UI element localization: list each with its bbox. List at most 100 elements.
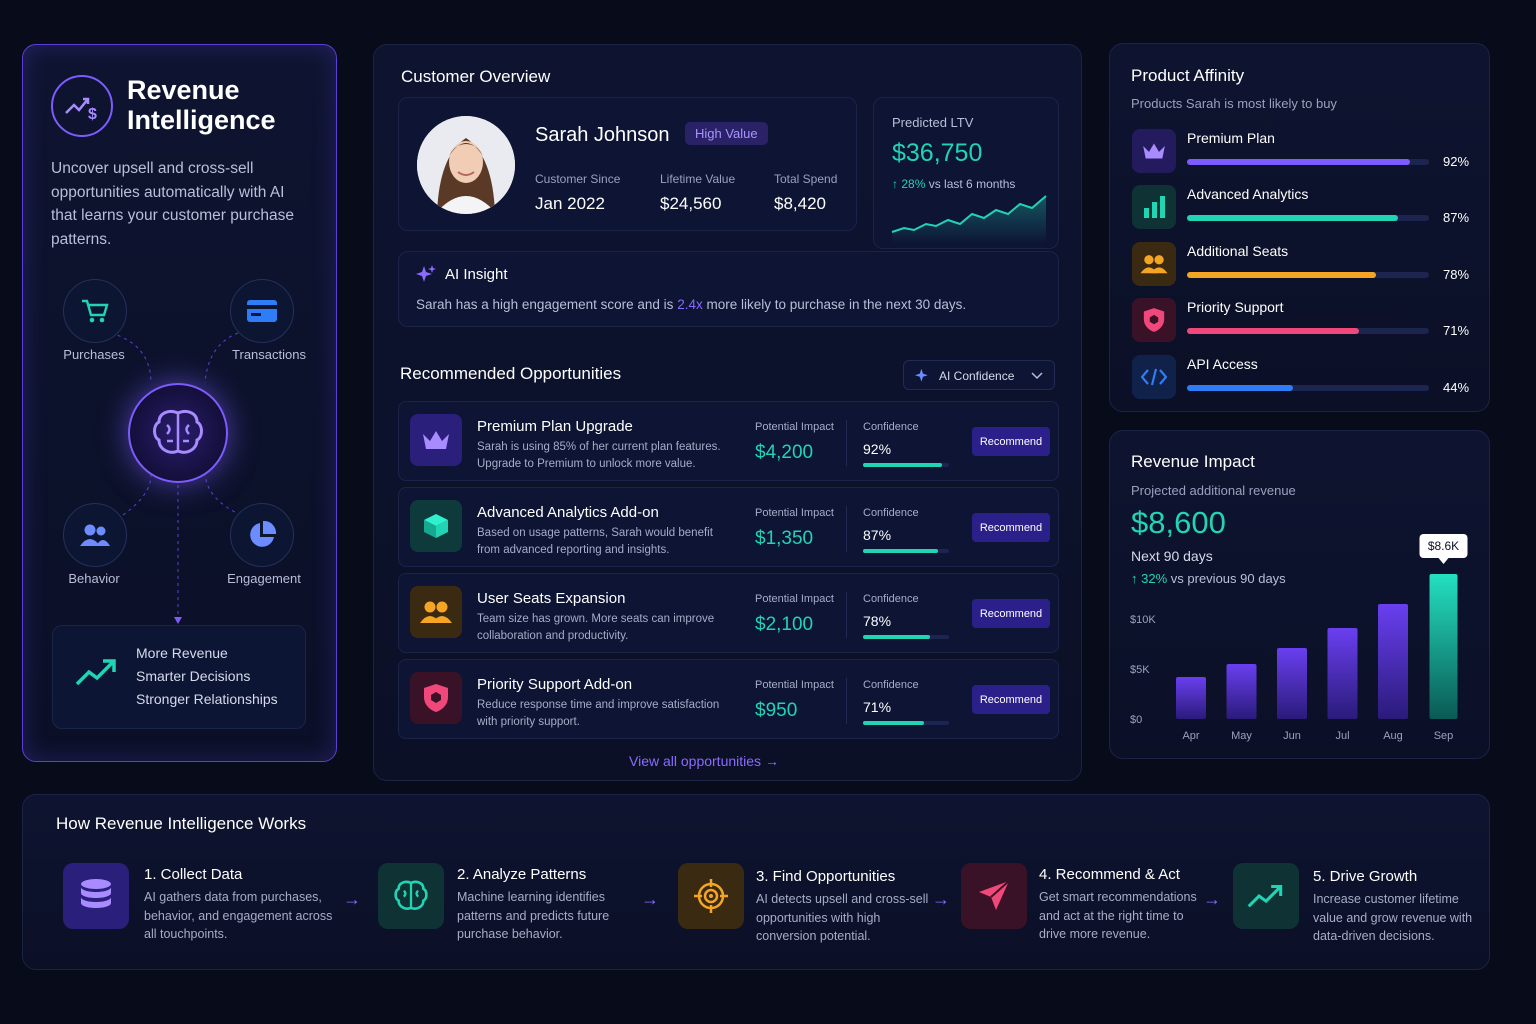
divider — [846, 420, 847, 466]
divider — [846, 678, 847, 724]
outcome-smarter-decisions: Smarter Decisions — [136, 668, 251, 684]
x-tick-label: Apr — [1182, 730, 1199, 742]
node-label-engagement: Engagement — [227, 571, 301, 586]
step-desc: Increase customer lifetime value and gro… — [1313, 892, 1473, 943]
step-title: 2. Analyze Patterns — [457, 866, 587, 883]
step-title: 4. Recommend & Act — [1039, 866, 1180, 883]
bar-jul[interactable] — [1327, 628, 1358, 719]
x-tick-label: Sep — [1434, 730, 1454, 742]
affinity-item: Additional Seats 78% — [1132, 242, 1472, 288]
confidence-label: Confidence — [863, 679, 919, 691]
node-label-purchases: Purchases — [63, 347, 125, 362]
users-icon — [1132, 242, 1176, 286]
predicted-ltv-card: Predicted LTV $36,750 ↑ 28% vs last 6 mo… — [873, 97, 1059, 249]
customer-overview-title: Customer Overview — [401, 67, 551, 86]
affinity-item: Premium Plan 92% — [1132, 129, 1472, 175]
dropdown-label: AI Confidence — [939, 369, 1015, 383]
tooltip-box — [1419, 534, 1468, 558]
svg-text:$: $ — [88, 106, 97, 121]
crown-icon — [410, 414, 462, 466]
shield-icon — [410, 672, 462, 724]
opportunities-title: Recommended Opportunities — [400, 364, 622, 383]
customer-name: Sarah Johnson — [535, 124, 670, 146]
opportunity-row: Priority Support Add-on Reduce response … — [398, 659, 1059, 739]
revenue-value: $8,600 — [1131, 505, 1226, 540]
x-tick-label: May — [1231, 730, 1252, 742]
affinity-name: API Access — [1187, 356, 1258, 372]
tooltip-label: $8.6K — [1428, 539, 1459, 553]
bar-sep[interactable] — [1429, 574, 1458, 719]
opportunity-row: Premium Plan Upgrade Sarah is using 85% … — [398, 401, 1059, 481]
affinity-track — [1187, 272, 1429, 278]
recommend-button[interactable]: Recommend — [972, 513, 1050, 542]
ai-confidence-dropdown[interactable]: AI Confidence — [903, 360, 1055, 390]
arrow-right-icon: → — [764, 753, 779, 769]
affinity-item: API Access 44% — [1132, 355, 1472, 401]
send-icon — [961, 863, 1027, 929]
product-affinity-panel: Product Affinity Products Sarah is most … — [1109, 43, 1490, 412]
divider — [846, 592, 847, 638]
step-desc: AI gathers data from purchases, behavior… — [144, 890, 333, 941]
ltv-label: Predicted LTV — [892, 115, 974, 130]
impact-value: $2,100 — [755, 614, 814, 635]
recommend-button[interactable]: Recommend — [972, 685, 1050, 714]
confidence-track — [863, 549, 949, 553]
cube-icon — [410, 500, 462, 552]
affinity-track — [1187, 385, 1429, 391]
cart-icon — [63, 279, 127, 343]
step-title: 1. Collect Data — [144, 866, 243, 883]
confidence-value: 71% — [863, 699, 892, 715]
confidence-fill — [863, 549, 938, 553]
impact-value: $950 — [755, 700, 798, 721]
affinity-fill — [1187, 215, 1398, 221]
arrow-right-icon: → — [1203, 889, 1221, 909]
revenue-subtitle: Projected additional revenue — [1131, 483, 1296, 498]
y-tick-label: $0 — [1130, 714, 1142, 726]
affinity-item: Priority Support 71% — [1132, 298, 1472, 344]
ltv-sparkline — [891, 195, 1047, 244]
impact-value: $1,350 — [755, 528, 814, 549]
target-icon — [678, 863, 744, 929]
x-tick-label: Jun — [1283, 730, 1301, 742]
impact-label: Potential Impact — [755, 507, 834, 519]
affinity-track — [1187, 328, 1429, 334]
how-title: How Revenue Intelligence Works — [56, 814, 307, 833]
bar-aug[interactable] — [1378, 604, 1408, 719]
confidence-track — [863, 635, 949, 639]
affinity-name: Advanced Analytics — [1187, 186, 1309, 202]
crown-icon — [1132, 129, 1176, 173]
outcome-more-revenue: More Revenue — [136, 645, 228, 661]
affinity-pct: 71% — [1443, 323, 1470, 338]
x-tick-label: Jul — [1335, 730, 1349, 742]
arrow-up-icon: ↑ — [892, 177, 902, 191]
revenue-period: Next 90 days — [1131, 548, 1213, 564]
chevron-down-icon — [1031, 372, 1043, 380]
bar-apr[interactable] — [1176, 677, 1206, 719]
stat-value: Jan 2022 — [535, 194, 605, 213]
affinity-item: Advanced Analytics 87% — [1132, 185, 1472, 231]
bar-jun[interactable] — [1277, 648, 1307, 719]
affinity-name: Additional Seats — [1187, 243, 1289, 259]
recommend-button[interactable]: Recommend — [972, 599, 1050, 628]
node-label-behavior: Behavior — [68, 571, 120, 586]
affinity-fill — [1187, 272, 1376, 278]
affinity-fill — [1187, 328, 1359, 334]
bar-chart-icon — [1132, 185, 1176, 229]
sparkle-icon — [915, 368, 928, 382]
step-title: 5. Drive Growth — [1313, 868, 1418, 885]
brain-icon — [378, 863, 444, 929]
arrow-right-icon: → — [932, 889, 950, 909]
opportunity-desc: Reduce response time and improve satisfa… — [477, 699, 720, 728]
node-label-transactions: Transactions — [232, 347, 306, 362]
view-all-opportunities-link[interactable]: View all opportunities → — [629, 753, 779, 769]
step-title: 3. Find Opportunities — [756, 868, 896, 885]
affinity-pct: 92% — [1443, 154, 1470, 169]
revenue-bar-chart: $0 $5K $10K Apr May Jun Jul Aug Sep $8.6K — [1130, 534, 1468, 742]
insight-title: AI Insight — [445, 266, 508, 283]
bar-may[interactable] — [1226, 664, 1257, 719]
opportunity-title: Advanced Analytics Add-on — [477, 504, 659, 521]
users-icon — [410, 586, 462, 638]
panel-title: Revenue Intelligence — [127, 75, 276, 135]
recommend-button[interactable]: Recommend — [972, 427, 1050, 456]
affinity-fill — [1187, 159, 1410, 165]
